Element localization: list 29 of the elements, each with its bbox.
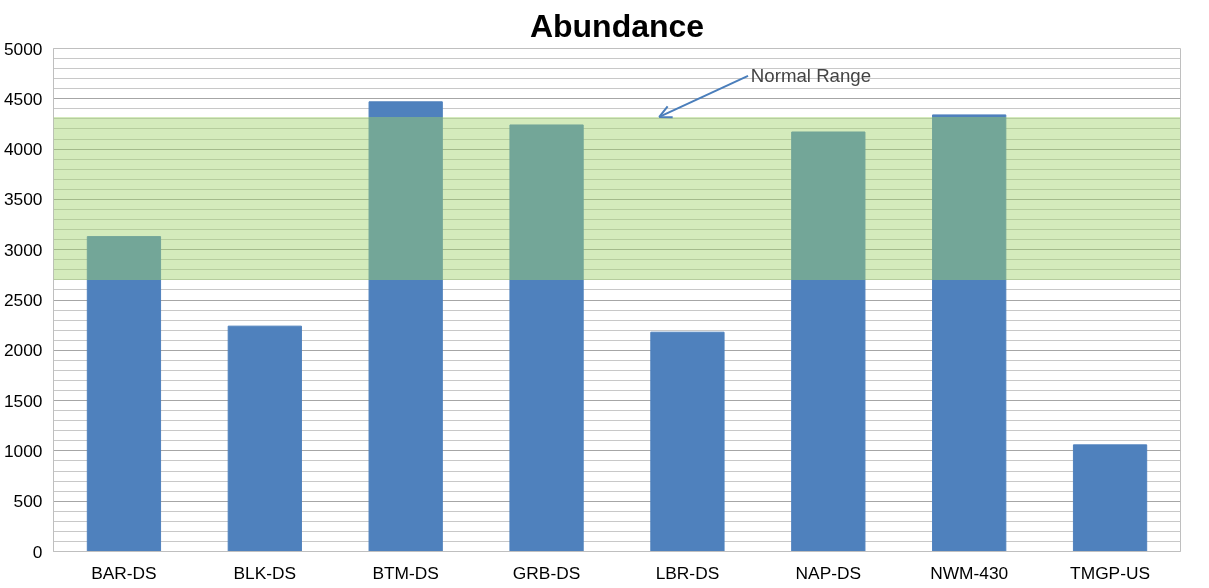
- x-tick-label: BTM-DS: [372, 562, 439, 583]
- x-tick-label: NWM-430: [930, 562, 1009, 583]
- y-tick-label: 1500: [3, 390, 43, 411]
- bar: [227, 325, 302, 552]
- y-tick-label: 5000: [3, 38, 43, 59]
- x-tick-label: NAP-DS: [795, 562, 862, 583]
- bar: [368, 101, 443, 552]
- y-tick-label: 4500: [3, 88, 43, 109]
- y-tick-label: 4000: [3, 139, 43, 160]
- chart-title: Abundance: [529, 7, 705, 44]
- x-tick-label: TMGP-US: [1070, 562, 1151, 583]
- y-tick-label: 1000: [3, 440, 43, 461]
- bar: [509, 124, 584, 552]
- y-tick-label: 3500: [3, 189, 43, 210]
- bar: [932, 114, 1007, 552]
- x-tick-label: BLK-DS: [233, 562, 297, 583]
- y-tick-label: 500: [13, 491, 43, 512]
- y-tick-label: 3000: [3, 239, 43, 260]
- x-tick-label: BAR-DS: [91, 562, 157, 583]
- bar: [86, 236, 162, 552]
- y-tick-label: 2000: [3, 340, 43, 361]
- band-label: Normal Range: [750, 65, 872, 87]
- bar: [1072, 444, 1148, 552]
- y-tick-label: 0: [32, 541, 43, 562]
- bar: [791, 131, 866, 552]
- bar: [650, 331, 725, 552]
- x-tick-label: GRB-DS: [512, 562, 581, 583]
- x-tick-label: LBR-DS: [655, 562, 720, 583]
- y-tick-label: 2500: [3, 290, 43, 310]
